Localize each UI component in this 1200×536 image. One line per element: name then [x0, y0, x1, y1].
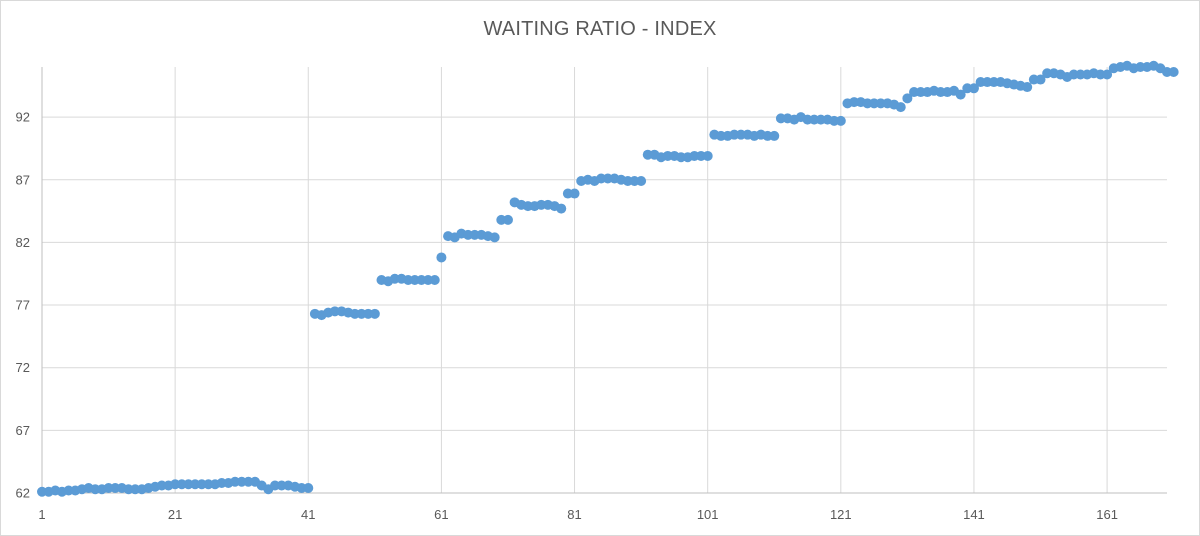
- data-point: [968, 83, 979, 94]
- data-point: [895, 102, 906, 113]
- x-tick-label: 141: [963, 507, 985, 522]
- y-tick-label: 92: [16, 110, 30, 125]
- data-point: [955, 89, 966, 100]
- x-tick-label: 61: [434, 507, 448, 522]
- gridlines: [42, 67, 1167, 493]
- y-tick-label: 87: [16, 172, 30, 187]
- data-point: [1168, 67, 1179, 78]
- data-point: [429, 275, 440, 285]
- data-point: [636, 176, 647, 187]
- data-point: [303, 482, 314, 493]
- axes: [41, 67, 1167, 494]
- y-tick-label: 82: [16, 235, 30, 250]
- x-tick-label: 41: [301, 507, 315, 522]
- x-tick-label: 161: [1096, 507, 1118, 522]
- y-tick-label: 67: [16, 423, 30, 438]
- data-point: [369, 308, 380, 319]
- x-tick-label: 121: [830, 507, 852, 522]
- data-point: [502, 214, 513, 225]
- x-tick-label: 101: [697, 507, 719, 522]
- x-tick-label: 1: [38, 507, 45, 522]
- data-point: [835, 115, 846, 126]
- data-point: [702, 150, 713, 161]
- data-point: [489, 232, 500, 243]
- data-point: [1022, 82, 1033, 93]
- y-tick-label: 62: [16, 486, 30, 501]
- data-point: [1102, 69, 1113, 80]
- y-tick-label: 72: [16, 360, 30, 375]
- x-tick-label: 81: [567, 507, 581, 522]
- data-point: [436, 252, 447, 263]
- y-axis-tick-labels: 62 67 72 77 82 87 92: [16, 110, 30, 501]
- chart-title: WAITING RATIO - INDEX: [483, 18, 717, 40]
- data-point: [556, 203, 567, 214]
- x-tick-label: 21: [168, 507, 182, 522]
- data-point: [902, 93, 913, 104]
- x-axis-tick-labels: 1 21 41 61 81 101 121 141 161: [38, 507, 1118, 522]
- data-point: [1035, 74, 1046, 85]
- data-points: [37, 60, 1179, 497]
- y-tick-label: 77: [16, 298, 30, 313]
- data-point: [769, 130, 780, 141]
- data-point: [569, 188, 580, 199]
